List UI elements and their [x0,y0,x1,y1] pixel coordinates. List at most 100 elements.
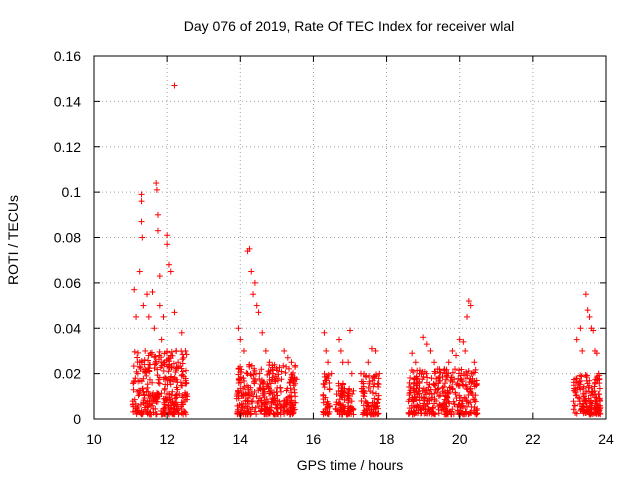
data-point [467,399,474,406]
data-point [263,406,270,413]
data-point [258,366,265,373]
data-point [348,370,355,377]
data-point [320,409,327,416]
data-point [168,373,175,380]
data-point [376,370,383,377]
data-point [429,405,436,412]
data-point [259,377,266,384]
data-point [153,398,160,405]
data-point [274,392,281,399]
data-point [287,385,294,392]
data-point [367,388,374,395]
data-point [168,348,175,355]
data-point [413,373,420,380]
data-point [153,180,160,187]
data-point [269,396,276,403]
data-point [335,387,342,394]
data-point [258,407,265,414]
data-point [357,370,364,377]
data-point [255,387,262,394]
data-point [259,390,266,397]
data-point [288,359,295,366]
data-point [444,394,451,401]
data-point [363,410,370,417]
data-point [135,349,142,356]
data-point [183,380,190,387]
data-point [249,398,256,405]
data-point [573,375,580,382]
data-point [262,347,269,354]
data-point [178,372,185,379]
data-point [333,399,340,406]
data-point [244,370,251,377]
data-point [140,302,147,309]
data-point [471,378,478,385]
data-point [245,395,252,402]
data-point [463,403,470,410]
x-tick-label: 24 [598,431,614,447]
data-point [289,405,296,412]
y-tick-label: 0.14 [54,93,81,109]
data-point [593,406,600,413]
data-point [144,404,151,411]
data-point [237,336,244,343]
data-point [283,406,290,413]
data-point [445,359,452,366]
data-point [281,347,288,354]
data-point [175,405,182,412]
data-point [151,365,158,372]
data-point [361,390,368,397]
data-point [456,336,463,343]
data-point [584,307,591,314]
data-point [280,362,287,369]
data-point [320,392,327,399]
data-point [362,398,369,405]
data-point [460,382,467,389]
data-point [161,401,168,408]
data-point [572,388,579,395]
data-point [259,329,266,336]
data-point [425,387,432,394]
data-point [326,379,333,386]
data-point [170,410,177,417]
data-point [180,354,187,361]
data-point [427,386,434,393]
data-point [290,369,297,376]
data-point [435,385,442,392]
data-point [374,380,381,387]
data-point [255,403,262,410]
data-point [345,359,352,366]
data-point [253,393,260,400]
data-point [170,360,177,367]
data-point [156,380,163,387]
data-point [286,365,293,372]
data-point [171,395,178,402]
data-point [292,363,299,370]
data-point [166,364,173,371]
data-point [412,359,419,366]
data-point [240,375,247,382]
data-point [440,383,447,390]
data-point [131,286,138,293]
data-point [248,268,255,275]
data-point [333,391,340,398]
data-point [244,405,251,412]
data-point [158,390,165,397]
data-point [171,309,178,316]
data-point [164,232,171,239]
data-point [358,378,365,385]
data-point [256,376,263,383]
x-tick-label: 14 [232,431,248,447]
data-point [366,372,373,379]
data-point [577,372,584,379]
data-point [134,370,141,377]
data-point [577,377,584,384]
data-point [178,365,185,372]
data-point [241,383,248,390]
data-point [165,368,172,375]
data-point [149,288,156,295]
data-point [130,386,137,393]
data-point [449,386,456,393]
data-point [369,375,376,382]
data-point [420,334,427,341]
